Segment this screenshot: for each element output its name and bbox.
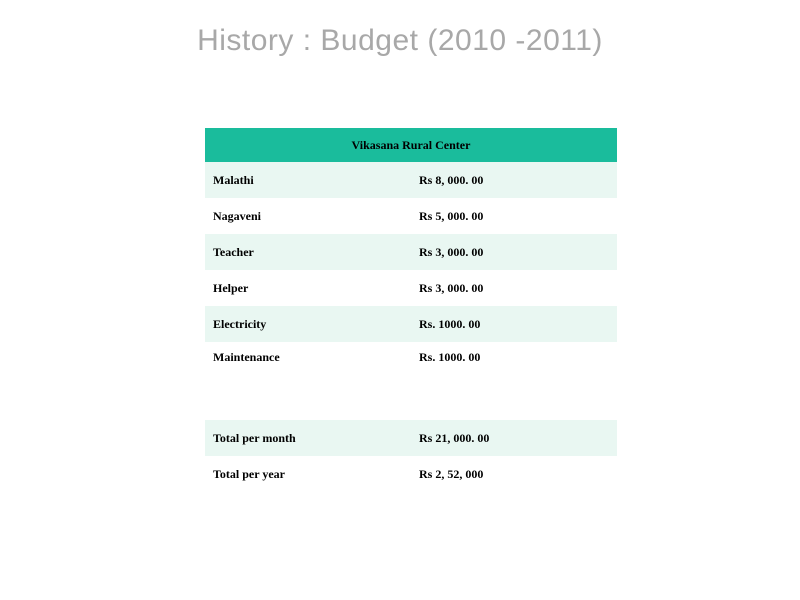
- budget-table: Vikasana Rural Center MalathiRs 8, 000. …: [205, 128, 617, 492]
- row-label: Helper: [205, 270, 411, 306]
- row-label: Electricity: [205, 306, 411, 342]
- table-gap-row: [205, 400, 617, 420]
- row-label: Teacher: [205, 234, 411, 270]
- row-label: Nagaveni: [205, 198, 411, 234]
- row-value: Rs. 1000. 00: [411, 306, 617, 342]
- table-row: MaintenanceRs. 1000. 00: [205, 342, 617, 400]
- table-row: NagaveniRs 5, 000. 00: [205, 198, 617, 234]
- total-label: Total per year: [205, 456, 411, 492]
- budget-table-wrap: Vikasana Rural Center MalathiRs 8, 000. …: [205, 128, 617, 492]
- row-value: Rs 5, 000. 00: [411, 198, 617, 234]
- total-value: Rs 21, 000. 00: [411, 420, 617, 456]
- table-total-row: Total per yearRs 2, 52, 000: [205, 456, 617, 492]
- table-body: MalathiRs 8, 000. 00NagaveniRs 5, 000. 0…: [205, 162, 617, 492]
- row-value: Rs 3, 000. 00: [411, 234, 617, 270]
- table-row: TeacherRs 3, 000. 00: [205, 234, 617, 270]
- slide: History : Budget (2010 -2011) Vikasana R…: [0, 0, 800, 600]
- table-header-row: Vikasana Rural Center: [205, 128, 617, 162]
- row-label: Maintenance: [205, 342, 411, 400]
- table-header: Vikasana Rural Center: [205, 128, 617, 162]
- total-value: Rs 2, 52, 000: [411, 456, 617, 492]
- page-title: History : Budget (2010 -2011): [0, 24, 800, 58]
- table-total-row: Total per monthRs 21, 000. 00: [205, 420, 617, 456]
- table-row: MalathiRs 8, 000. 00: [205, 162, 617, 198]
- table-gap-cell: [205, 400, 617, 420]
- row-label: Malathi: [205, 162, 411, 198]
- row-value: Rs 8, 000. 00: [411, 162, 617, 198]
- total-label: Total per month: [205, 420, 411, 456]
- table-row: ElectricityRs. 1000. 00: [205, 306, 617, 342]
- row-value: Rs. 1000. 00: [411, 342, 617, 400]
- table-row: HelperRs 3, 000. 00: [205, 270, 617, 306]
- row-value: Rs 3, 000. 00: [411, 270, 617, 306]
